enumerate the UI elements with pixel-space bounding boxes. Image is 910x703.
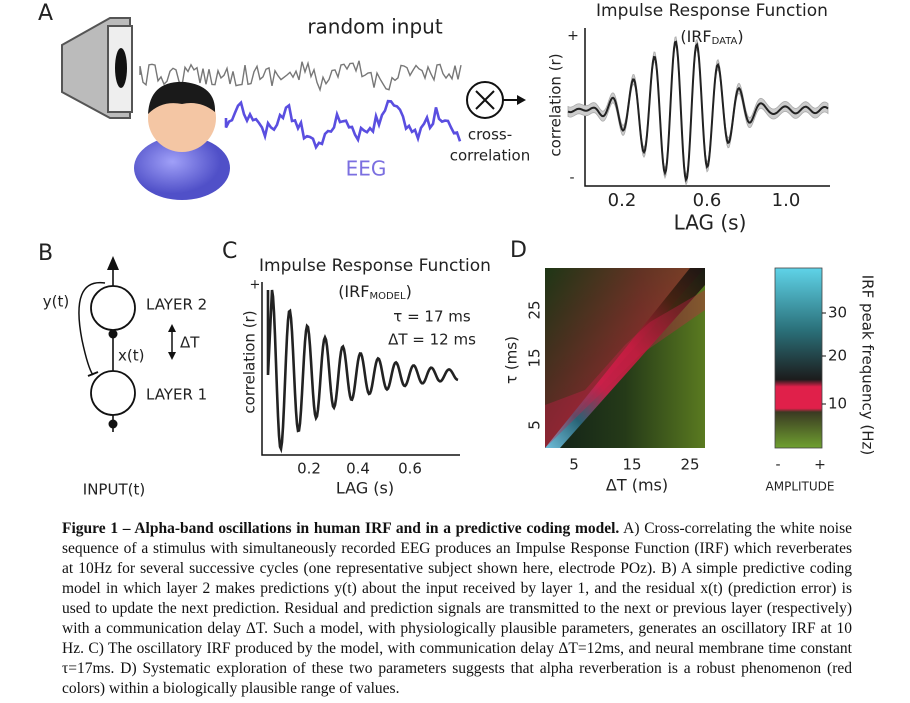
amplitude-label: AMPLITUDE [766, 480, 835, 494]
y-tick-label: 25 [526, 300, 544, 319]
colorbar-tick-label: 10 [828, 395, 847, 413]
input-label: INPUT(t) [83, 481, 145, 499]
operator-label: correlation [450, 147, 531, 165]
x-label: LAG (s) [336, 479, 394, 498]
eeg-label: EEG [346, 157, 387, 181]
caption-text: A) Cross-correlating the white noise seq… [62, 520, 852, 697]
amplitude-plus: + [814, 457, 826, 473]
y-tick-label: 5 [526, 420, 544, 430]
confidence-band [567, 36, 829, 186]
x-tick-label: 0.4 [346, 460, 370, 478]
arrow-head [517, 95, 526, 105]
plot-title: Impulse Response Function [596, 1, 828, 21]
panel-letter: B [38, 241, 53, 266]
x-tick-label: 0.6 [398, 460, 422, 478]
colorbar-label: IRF peak frequency (Hz) [859, 275, 877, 456]
x-tick-label: 1.0 [772, 190, 801, 211]
synapse [108, 329, 118, 339]
arrow-head [107, 256, 119, 270]
feedback-label: y(t) [43, 293, 69, 311]
colorbar [774, 267, 823, 449]
x-tick-label: 0.6 [693, 190, 722, 211]
arrow-head [168, 324, 176, 332]
irf-curve [266, 289, 459, 454]
x-tick-label: 0.2 [297, 460, 321, 478]
person-hair [148, 81, 216, 114]
param-label: τ = 17 ms [393, 308, 471, 326]
colorbar-tick-label: 30 [828, 304, 847, 322]
irf-curve [567, 40, 829, 183]
y-plus: + [250, 278, 261, 293]
y-minus: - [569, 170, 574, 186]
inhibition-bar [87, 371, 99, 377]
y-label: correlation (r) [241, 310, 259, 413]
x-label: ΔT (ms) [606, 476, 668, 495]
heatmap-region [545, 268, 705, 448]
caption: Figure 1 – Alpha-band oscillations in hu… [62, 519, 852, 699]
stimulus-label: random input [307, 15, 443, 39]
axes [261, 282, 460, 456]
heatmap-region [545, 290, 705, 448]
caption-title: Figure 1 – Alpha-band oscillations in hu… [62, 520, 620, 537]
plot-subtitle: (IRFDATA) [680, 27, 743, 48]
x-tick-label: 25 [680, 456, 699, 474]
residual-label: x(t) [118, 347, 144, 365]
feedback-path [78, 281, 106, 376]
amplitude-minus: - [775, 457, 780, 473]
y-plus: + [567, 28, 579, 44]
y-label: correlation (r) [547, 53, 565, 156]
plot-title: Impulse Response Function [259, 256, 491, 276]
multiplier-cross [475, 90, 495, 110]
layer-2-node [90, 285, 136, 331]
figure: A random input EEG cross- correlation Im… [38, 1, 877, 499]
axes [584, 28, 830, 187]
layer-label: LAYER 1 [146, 386, 207, 404]
layer-1-node [90, 370, 136, 416]
delay-label: ΔT [180, 334, 200, 352]
synapse [108, 419, 118, 429]
y-tick-label: 15 [526, 348, 544, 367]
layer-label: LAYER 2 [146, 296, 207, 314]
colorbar-ticks [822, 312, 826, 405]
panel-letter: C [222, 239, 237, 264]
colorbar-tick-label: 20 [828, 347, 847, 365]
person-body [134, 136, 230, 200]
plot-subtitle: (IRFMODEL) [338, 282, 412, 303]
param-label: ΔT = 12 ms [388, 331, 476, 349]
panel-letter: A [38, 1, 53, 26]
x-tick-label: 0.2 [608, 190, 637, 211]
monitor-display [115, 48, 127, 88]
x-tick-label: 15 [622, 456, 641, 474]
x-tick-label: 5 [569, 456, 579, 474]
operator-label: cross- [468, 126, 512, 144]
arrow-head [168, 352, 176, 360]
panel-letter: D [510, 238, 527, 263]
x-label: LAG (s) [674, 211, 747, 235]
noise-signal [139, 60, 462, 93]
eeg-signal [224, 99, 462, 151]
y-label: τ (ms) [503, 336, 521, 384]
